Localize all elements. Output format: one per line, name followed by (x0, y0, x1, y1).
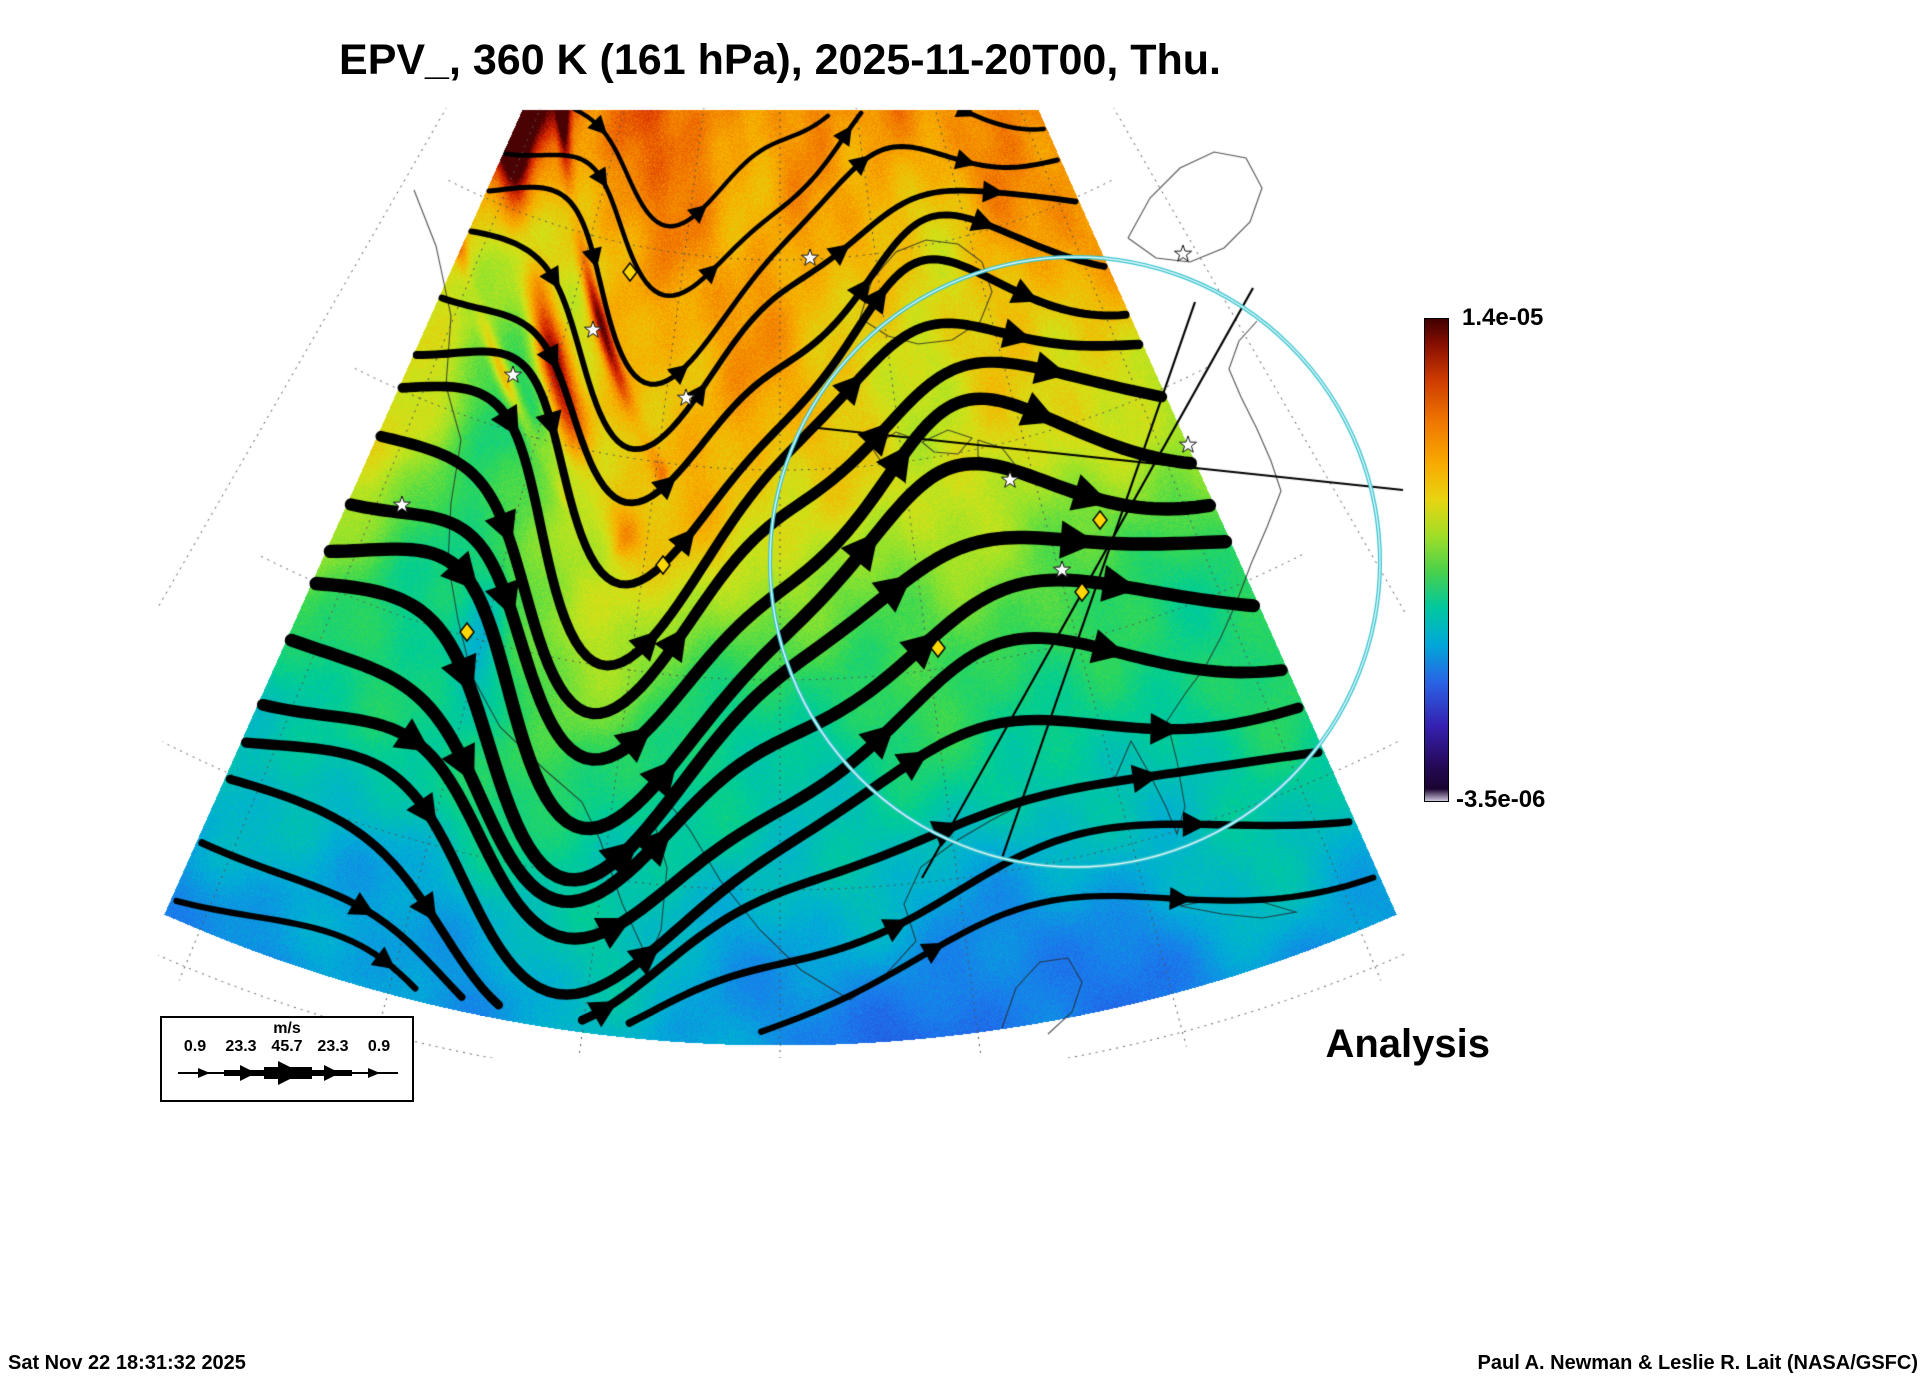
wind-legend-value: 0.9 (183, 1038, 207, 1055)
wind-legend-value: 23.3 (225, 1038, 257, 1055)
plot-title: EPV_, 360 K (161 hPa), 2025-11-20T00, Th… (339, 36, 1221, 84)
wind-legend-value: 45.7 (271, 1038, 303, 1055)
wind-speed-legend: m/s 0.9 23.3 45.7 23.3 0.9 (160, 1016, 414, 1102)
arrowhead-icon (240, 1065, 256, 1081)
generated-timestamp: Sat Nov 22 18:31:32 2025 (8, 1352, 246, 1374)
wind-legend-value: 0.9 (367, 1038, 391, 1055)
arrowhead-icon (198, 1068, 210, 1078)
colorbar-min-label: -3.5e-06 (1456, 786, 1546, 813)
arrowhead-icon (324, 1065, 340, 1081)
colorbar-max-label: 1.4e-05 (1462, 304, 1544, 331)
arrowhead-icon (278, 1061, 302, 1085)
analysis-label: Analysis (1325, 1022, 1490, 1066)
colorbar (1424, 318, 1449, 802)
credit-text: Paul A. Newman & Leslie R. Lait (NASA/GS… (1477, 1352, 1918, 1374)
wind-legend-value: 23.3 (317, 1038, 349, 1055)
arrowhead-icon (368, 1068, 380, 1078)
wind-legend-unit: m/s (273, 1020, 301, 1037)
wind-scale-arrow (178, 1061, 398, 1085)
wind-legend-values: 0.9 23.3 45.7 23.3 0.9 (162, 1037, 412, 1056)
